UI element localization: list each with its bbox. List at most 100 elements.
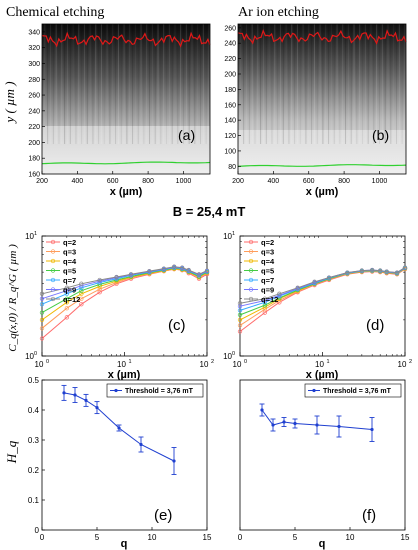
legend-entry: q=7 <box>261 276 274 285</box>
panel-a: 200 400 600 800 1000 160 180 200 220 240 260 280 300… <box>2 23 211 198</box>
y-tick-label: 320 <box>28 45 40 52</box>
legend-marker <box>50 239 56 245</box>
x-tick-exponent: 2 <box>211 359 214 365</box>
legend-entry: q=12 <box>261 295 278 304</box>
panel-c-ylabel-text: C_q(x,0) / R_q^G ( µm ) <box>7 244 19 352</box>
x-tick-label: 200 <box>232 178 244 185</box>
y-tick-label: 0.4 <box>28 406 40 415</box>
panel-b-ticks: 200 400 600 800 1000 80 100 120 140 160 180 200 220 2… <box>224 25 387 185</box>
legend-marker <box>312 388 316 393</box>
legend-entry: q=12 <box>63 295 80 304</box>
x-tick-exponent: 2 <box>409 359 412 365</box>
x-tick-label: 800 <box>338 178 350 185</box>
x-tick-label: 800 <box>142 178 154 185</box>
x-tick-label: 10 <box>117 360 126 369</box>
legend-entry: q=7 <box>63 276 76 285</box>
plot-frame <box>239 235 406 357</box>
panel-b-lower-bright <box>238 130 406 174</box>
legend-marker <box>114 388 118 393</box>
series-point <box>402 265 408 270</box>
legend-box <box>304 383 402 398</box>
y-tick-label: 0.2 <box>28 466 40 475</box>
series-point <box>237 329 243 334</box>
panel-a-lower-bright <box>42 126 210 174</box>
x-tick-label: 400 <box>72 178 84 185</box>
series-point <box>64 285 69 290</box>
legend-entry: q=5 <box>261 267 274 276</box>
series-point <box>97 277 102 283</box>
series-point <box>186 267 191 273</box>
series-point <box>114 274 119 280</box>
series-point <box>237 304 243 309</box>
field-label: B = 25,4 mT <box>173 204 246 219</box>
series-point <box>161 266 167 271</box>
legend-box <box>106 383 204 398</box>
series-point <box>326 275 332 280</box>
legend-marker <box>248 277 254 283</box>
panel-b-label: (b) <box>372 127 389 143</box>
series-point <box>39 302 45 307</box>
panel-f: 0 5 10 15 Threshold = 3,76 mT <box>238 379 410 542</box>
series-point <box>39 317 45 323</box>
series-point <box>62 391 66 395</box>
y-tick-exponent: 0 <box>34 351 37 357</box>
x-tick-label: 1000 <box>176 178 192 185</box>
y-tick-label: 260 <box>224 25 236 32</box>
panel-a-xlabel: x (µm) <box>110 186 143 198</box>
y-tick-exponent: 1 <box>232 231 235 237</box>
series-point <box>97 280 102 285</box>
y-tick-label: 80 <box>228 164 236 171</box>
panel-e-label: (e) <box>154 507 172 524</box>
series-point <box>79 302 84 307</box>
panel-e-ylabel: H_q <box>4 440 19 464</box>
series-point <box>345 270 350 275</box>
plot-frame <box>41 379 208 531</box>
series-point <box>237 312 243 318</box>
legend-marker <box>50 268 56 273</box>
x-tick-exponent: 0 <box>46 359 49 365</box>
series-point <box>237 308 243 313</box>
x-tick-label: 15 <box>401 533 410 542</box>
y-tick-label: 180 <box>28 156 40 163</box>
legend-marker <box>248 287 254 292</box>
x-tick-label: 400 <box>268 178 280 185</box>
y-tick-label: 340 <box>28 29 40 36</box>
x-tick-label: 10 <box>200 360 209 369</box>
legend-entry: q=2 <box>261 238 274 247</box>
series-point <box>204 268 210 273</box>
y-tick-label: 120 <box>224 133 236 140</box>
x-tick-label: 0 <box>238 533 243 542</box>
panel-a-top-front <box>41 31 211 48</box>
x-tick-label: 10 <box>315 360 324 369</box>
series-point <box>378 268 383 273</box>
series-point <box>79 288 84 293</box>
series-point <box>282 420 286 424</box>
series-point <box>64 291 69 296</box>
series-point <box>79 296 84 301</box>
series-point <box>312 279 317 284</box>
panel-c-xlabel: x (µm) <box>108 369 141 381</box>
x-tick-label: 10 <box>148 533 157 542</box>
series-line <box>41 266 208 295</box>
series-point <box>64 315 69 320</box>
series-point <box>237 301 243 306</box>
series-point <box>117 426 121 430</box>
series-point <box>384 269 389 274</box>
y-tick-label: 0 <box>35 526 40 535</box>
x-tick-exponent: 1 <box>129 359 132 365</box>
series-point <box>39 296 45 301</box>
series-point <box>97 290 102 295</box>
y-tick-label: 160 <box>224 102 236 109</box>
x-tick-label: 10 <box>346 533 355 542</box>
series-line <box>239 267 406 304</box>
series-point <box>260 408 264 412</box>
panel-b-bottom-front <box>237 164 407 167</box>
panel-a-ticks: 200 400 600 800 1000 160 180 200 220 240 260 280 300… <box>28 29 191 185</box>
series-point <box>139 442 143 447</box>
y-tick-label: 10 <box>223 352 232 361</box>
series-point <box>271 423 275 427</box>
y-tick-label: 100 <box>224 148 236 155</box>
panel-d-label: (d) <box>366 317 384 334</box>
y-tick-label: 0.1 <box>28 496 40 505</box>
